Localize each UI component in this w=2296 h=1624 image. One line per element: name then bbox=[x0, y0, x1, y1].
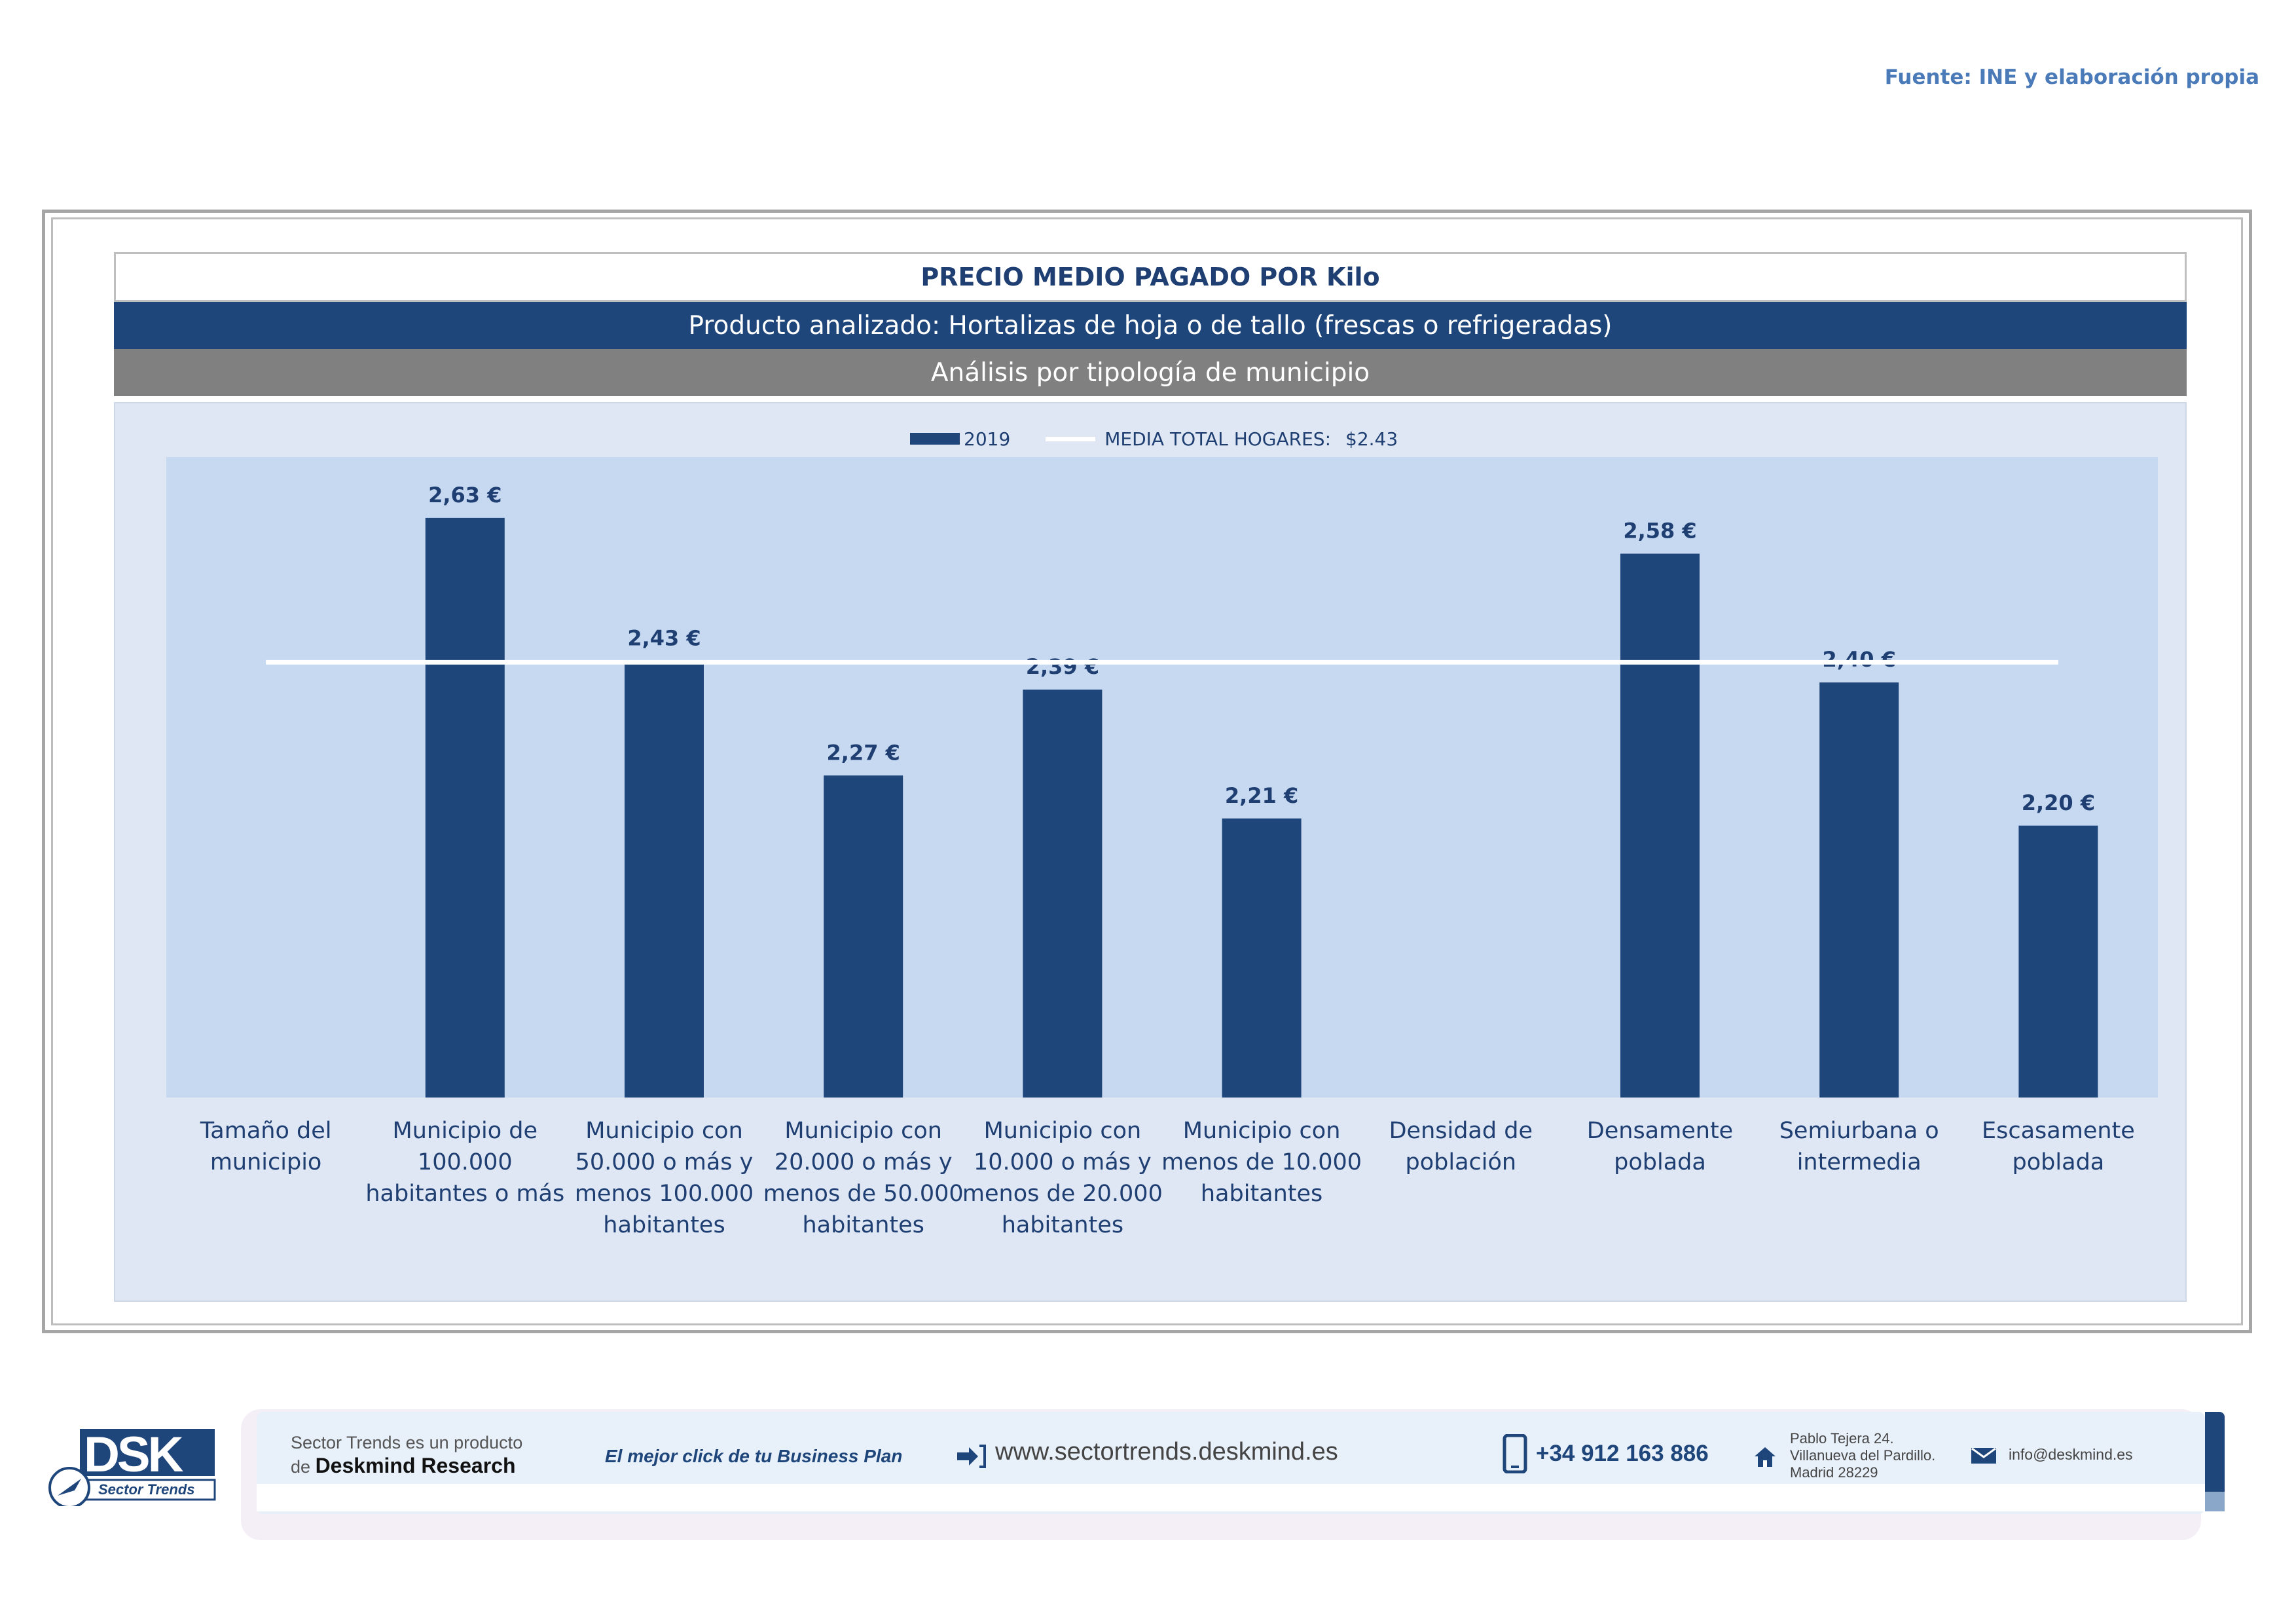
footer-phone[interactable]: +34 912 163 886 bbox=[1536, 1441, 1709, 1466]
footer-brand: Deskmind Research bbox=[315, 1454, 516, 1477]
category-label-5-2: habitantes bbox=[1201, 1181, 1322, 1207]
bar-8 bbox=[1819, 682, 1899, 1098]
footer-white-strip bbox=[257, 1484, 2205, 1511]
legend-reference-label: MEDIA TOTAL HOGARES: bbox=[1104, 428, 1332, 450]
footer-address-line3: Madrid 28229 bbox=[1790, 1464, 1878, 1481]
dsk-logo bbox=[48, 1429, 216, 1506]
mail-icon bbox=[1971, 1447, 1996, 1464]
data-label-9: 2,20 € bbox=[2022, 790, 2095, 815]
bar-9 bbox=[2018, 825, 2098, 1098]
source-note: Fuente: INE y elaboración propia bbox=[1884, 65, 2259, 89]
bar-2 bbox=[625, 661, 704, 1098]
category-label-1-0: Municipio de bbox=[393, 1118, 538, 1144]
phone-icon bbox=[1503, 1434, 1527, 1473]
footer-website[interactable]: www.sectortrends.deskmind.es bbox=[995, 1438, 1338, 1466]
legend-line-swatch bbox=[1046, 436, 1096, 441]
product-banner: Producto analizado: Hortalizas de hoja o… bbox=[114, 302, 2187, 349]
category-label-5-0: Municipio con bbox=[1183, 1118, 1341, 1144]
category-label-2-0: Municipio con bbox=[585, 1118, 743, 1144]
logo-subtitle: Sector Trends bbox=[98, 1481, 195, 1498]
inner-frame bbox=[51, 217, 2243, 1325]
data-label-4: 2,39 € bbox=[1026, 654, 1099, 679]
category-label-9-0: Escasamente bbox=[1982, 1118, 2135, 1144]
category-label-5-1: menos de 10.000 bbox=[1161, 1149, 1362, 1175]
footer-slogan: El mejor click de tu Business Plan bbox=[605, 1446, 903, 1466]
bar-4 bbox=[1023, 690, 1102, 1098]
category-label-2-3: habitantes bbox=[603, 1212, 725, 1238]
category-label-8-0: Semiurbana o bbox=[1779, 1118, 1939, 1144]
category-label-9-1: poblada bbox=[2013, 1149, 2105, 1175]
legend-bar-swatch bbox=[910, 433, 960, 445]
bar-3 bbox=[824, 775, 903, 1098]
category-label-4-3: habitantes bbox=[1002, 1212, 1123, 1238]
chart-title: PRECIO MEDIO PAGADO POR Kilo bbox=[114, 252, 2187, 302]
data-label-8: 2,40 € bbox=[1823, 647, 1896, 672]
legend-reference-value: $2.43 bbox=[1345, 428, 1398, 450]
category-label-4-2: menos de 20.000 bbox=[962, 1181, 1163, 1207]
bar-7 bbox=[1620, 553, 1700, 1098]
arrow-login-icon bbox=[957, 1445, 986, 1468]
footer-address-line2: Villanueva del Pardillo. bbox=[1790, 1447, 1936, 1464]
category-label-7-1: poblada bbox=[1614, 1149, 1706, 1175]
category-label-3-1: 20.000 o más y bbox=[774, 1149, 953, 1175]
data-label-2: 2,43 € bbox=[627, 625, 701, 650]
category-label-1-1: 100.000 bbox=[418, 1149, 513, 1175]
category-label-2-2: menos 100.000 bbox=[575, 1181, 754, 1207]
footer-accent-strip-lower bbox=[2205, 1492, 2225, 1511]
home-icon bbox=[1755, 1447, 1776, 1467]
category-label-3-0: Municipio con bbox=[784, 1118, 942, 1144]
footer-product-prefix: de bbox=[291, 1457, 311, 1477]
analysis-banner: Análisis por tipología de municipio bbox=[114, 349, 2187, 396]
logo-text: DSK bbox=[84, 1427, 183, 1483]
data-label-1: 2,63 € bbox=[428, 483, 501, 507]
data-label-3: 2,27 € bbox=[827, 740, 900, 765]
category-label-4-1: 10.000 o más y bbox=[974, 1149, 1152, 1175]
data-label-7: 2,58 € bbox=[1623, 519, 1696, 544]
category-label-3-2: menos de 50.000 bbox=[763, 1181, 964, 1207]
legend-series-label: 2019 bbox=[964, 428, 1011, 450]
bar-1 bbox=[425, 517, 505, 1098]
footer-product-line1: Sector Trends es un producto bbox=[291, 1433, 523, 1452]
category-label-0-0: Tamaño del bbox=[200, 1118, 332, 1144]
footer-address-line1: Pablo Tejera 24. bbox=[1790, 1430, 1894, 1447]
outer-frame bbox=[42, 210, 2252, 1333]
chart-legend: 2019 MEDIA TOTAL HOGARES: $2.43 bbox=[910, 426, 1398, 452]
category-label-8-1: intermedia bbox=[1797, 1149, 1922, 1175]
category-label-4-0: Municipio con bbox=[984, 1118, 1142, 1144]
category-label-3-3: habitantes bbox=[802, 1212, 924, 1238]
category-label-6-0: Densidad de bbox=[1389, 1118, 1533, 1144]
footer-product-line2: de Deskmind Research bbox=[291, 1454, 515, 1478]
category-label-7-0: Densamente bbox=[1587, 1118, 1733, 1144]
category-label-1-2: habitantes o más bbox=[365, 1181, 564, 1207]
category-label-6-1: población bbox=[1406, 1149, 1517, 1175]
data-label-5: 2,21 € bbox=[1225, 783, 1298, 808]
category-label-2-1: 50.000 o más y bbox=[575, 1149, 754, 1175]
category-label-0-1: municipio bbox=[210, 1149, 322, 1175]
bar-5 bbox=[1222, 818, 1302, 1098]
footer-email[interactable]: info@deskmind.es bbox=[2009, 1446, 2133, 1463]
